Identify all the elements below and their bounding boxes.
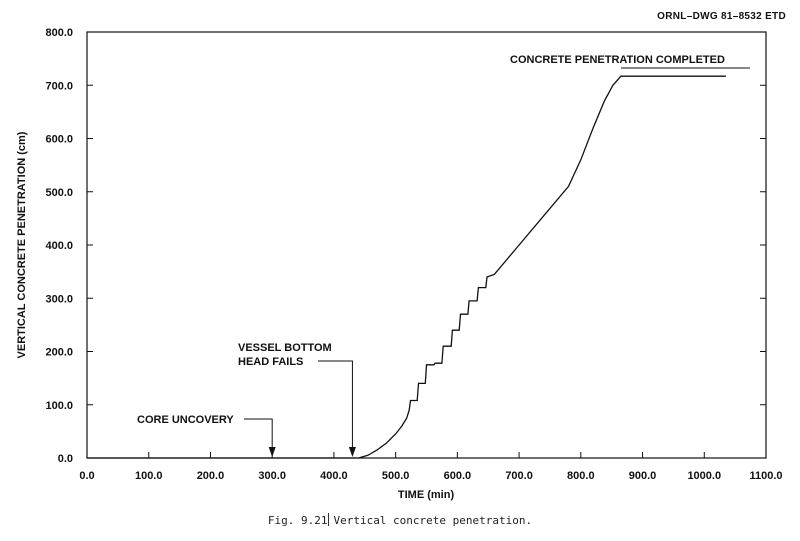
annotation-completed: CONCRETE PENETRATION COMPLETED — [510, 54, 725, 66]
x-tick-label: 1000.0 — [687, 470, 721, 482]
drawing-id: ORNL–DWG 81–8532 ETD — [657, 11, 786, 22]
x-tick-label: 700.0 — [505, 470, 533, 482]
annotation-core-uncovery: CORE UNCOVERY — [137, 414, 234, 426]
x-tick-label: 900.0 — [629, 470, 657, 482]
annotation-vessel-line1: VESSEL BOTTOM — [238, 342, 332, 354]
figure-caption: Fig. 9.21 Vertical concrete penetration. — [0, 513, 800, 527]
x-tick-label: 100.0 — [135, 470, 163, 482]
annotation-vessel-line2: HEAD FAILS — [238, 356, 303, 368]
y-tick-label: 500.0 — [45, 187, 73, 199]
x-axis-title: TIME (min) — [398, 489, 455, 501]
x-tick-label: 800.0 — [567, 470, 595, 482]
x-tick-label: 0.0 — [79, 470, 94, 482]
annotation-arrowhead — [268, 447, 276, 457]
y-axis-title: VERTICAL CONCRETE PENETRATION (cm) — [16, 131, 28, 358]
y-tick-label: 700.0 — [45, 80, 73, 92]
y-tick-label: 100.0 — [45, 400, 73, 412]
y-tick-label: 800.0 — [45, 27, 73, 39]
series-group — [87, 75, 726, 459]
y-tick-label: 0.0 — [58, 453, 73, 465]
caption-separator — [328, 513, 330, 526]
annotations-group: CORE UNCOVERY VESSEL BOTTOM HEAD FAILS CONC… — [137, 54, 750, 457]
penetration-series-line — [87, 75, 726, 459]
caption-text: Vertical concrete penetration. — [333, 514, 533, 527]
x-tick-label: 1100.0 — [749, 470, 782, 482]
annotation-leader — [318, 360, 353, 449]
plot-frame — [86, 31, 767, 459]
x-tick-label: 200.0 — [197, 470, 225, 482]
y-axis: 0.0 100.0 200.0 300.0 400.0 500.0 600.0 700.0 80… — [45, 27, 766, 465]
caption-number: Fig. 9.21 — [267, 514, 328, 527]
x-tick-label: 500.0 — [382, 470, 410, 482]
x-tick-label: 600.0 — [444, 470, 472, 482]
chart-svg: 0.0 100.0 200.0 300.0 400.0 500.0 600.0 700.0 80… — [16, 27, 783, 501]
y-tick-label: 400.0 — [45, 240, 73, 252]
x-tick-label: 400.0 — [320, 470, 348, 482]
x-axis: 0.0 100.0 200.0 300.0 400.0 500.0 600.0 700.0 80… — [79, 452, 783, 482]
y-tick-label: 300.0 — [45, 293, 73, 305]
annotation-leader — [244, 418, 273, 449]
annotation-arrowhead — [348, 447, 356, 457]
x-tick-label: 300.0 — [258, 470, 286, 482]
y-tick-label: 600.0 — [45, 134, 73, 146]
y-tick-label: 200.0 — [45, 347, 73, 359]
